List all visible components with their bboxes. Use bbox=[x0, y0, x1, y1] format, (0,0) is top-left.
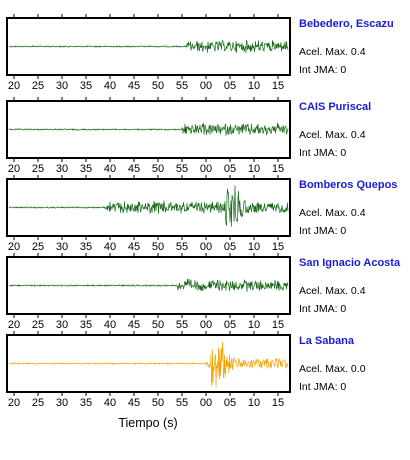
x-tick-label: 35 bbox=[80, 397, 92, 409]
x-tick-label: 10 bbox=[248, 80, 260, 92]
x-tick-label: 00 bbox=[200, 319, 212, 331]
jma-intensity: Int JMA: 0 bbox=[299, 303, 346, 315]
x-tick-label: 40 bbox=[104, 397, 116, 409]
x-tick-label: 00 bbox=[200, 80, 212, 92]
x-tick-label: 15 bbox=[272, 319, 284, 331]
peak-acceleration: Acel. Max. 0.4 bbox=[299, 285, 366, 297]
station-name: Bebedero, Escazu bbox=[299, 18, 394, 30]
x-tick-label: 50 bbox=[152, 80, 164, 92]
panel-frame bbox=[6, 17, 291, 76]
x-tick-label: 10 bbox=[248, 319, 260, 331]
waveform-trace bbox=[8, 122, 289, 136]
x-tick-label: 05 bbox=[224, 241, 236, 253]
x-tick-label: 30 bbox=[56, 397, 68, 409]
x-tick-label: 20 bbox=[8, 319, 20, 331]
x-tick-label: 35 bbox=[80, 241, 92, 253]
x-tick-label: 00 bbox=[200, 241, 212, 253]
x-tick-label: 30 bbox=[56, 241, 68, 253]
x-tick-label: 05 bbox=[224, 319, 236, 331]
seismogram-panel: 20 25 30 35 40 45 50 55 00 05 10 15 Bebedero, Escazu… bbox=[6, 14, 394, 92]
x-tick-label: 00 bbox=[200, 163, 212, 175]
x-tick-label: 20 bbox=[8, 80, 20, 92]
x-tick-label: 45 bbox=[128, 163, 140, 175]
x-tick-label: 15 bbox=[272, 397, 284, 409]
x-tick-label: 25 bbox=[32, 163, 44, 175]
x-tick-label: 50 bbox=[152, 319, 164, 331]
x-tick-label: 20 bbox=[8, 241, 20, 253]
station-name: CAIS Puriscal bbox=[299, 101, 371, 113]
x-tick-label: 45 bbox=[128, 319, 140, 331]
x-tick-label: 25 bbox=[32, 241, 44, 253]
x-tick-label: 15 bbox=[272, 163, 284, 175]
waveform-trace bbox=[8, 185, 289, 227]
station-name: Bomberos Quepos bbox=[299, 179, 397, 191]
peak-acceleration: Acel. Max. 0.0 bbox=[299, 363, 366, 375]
panel-frame bbox=[6, 100, 291, 159]
jma-intensity: Int JMA: 0 bbox=[299, 64, 346, 76]
x-tick-label: 25 bbox=[32, 80, 44, 92]
x-tick-label: 30 bbox=[56, 319, 68, 331]
panel-frame bbox=[6, 334, 291, 393]
x-tick-label: 40 bbox=[104, 80, 116, 92]
x-tick-label: 00 bbox=[200, 397, 212, 409]
x-tick-label: 40 bbox=[104, 163, 116, 175]
x-tick-label: 55 bbox=[176, 319, 188, 331]
jma-intensity: Int JMA: 0 bbox=[299, 225, 346, 237]
x-tick-label: 10 bbox=[248, 397, 260, 409]
jma-intensity: Int JMA: 0 bbox=[299, 381, 346, 393]
x-tick-label: 10 bbox=[248, 163, 260, 175]
station-name: La Sabana bbox=[299, 335, 355, 347]
seismogram-panel: 20 25 30 35 40 45 50 55 00 05 10 15 San Ignacio Acos… bbox=[6, 253, 401, 331]
x-tick-label: 05 bbox=[224, 397, 236, 409]
x-tick-label: 35 bbox=[80, 80, 92, 92]
x-tick-label: 45 bbox=[128, 80, 140, 92]
x-tick-label: 20 bbox=[8, 163, 20, 175]
waveform-trace bbox=[8, 39, 289, 54]
x-tick-label: 55 bbox=[176, 163, 188, 175]
x-tick-label: 35 bbox=[80, 163, 92, 175]
seismogram-panel: 20 25 30 35 40 45 50 55 00 05 10 15 CAIS Puriscal Ace… bbox=[6, 97, 371, 175]
seismogram-panel: 20 25 30 35 40 45 50 55 00 05 10 15 La Sabana Acel. M… bbox=[6, 331, 366, 409]
panel-frame bbox=[6, 256, 291, 315]
peak-acceleration: Acel. Max. 0.4 bbox=[299, 129, 366, 141]
x-tick-label: 50 bbox=[152, 397, 164, 409]
x-tick-label: 20 bbox=[8, 397, 20, 409]
x-tick-label: 30 bbox=[56, 163, 68, 175]
x-tick-label: 45 bbox=[128, 397, 140, 409]
x-tick-label: 10 bbox=[248, 241, 260, 253]
x-tick-label: 05 bbox=[224, 80, 236, 92]
x-tick-label: 05 bbox=[224, 163, 236, 175]
x-tick-label: 50 bbox=[152, 163, 164, 175]
x-tick-label: 45 bbox=[128, 241, 140, 253]
x-axis-title: Tiempo (s) bbox=[118, 416, 177, 430]
x-tick-label: 55 bbox=[176, 80, 188, 92]
panels-group: 20 25 30 35 40 45 50 55 00 05 10 15 Bebedero, Escazu… bbox=[6, 14, 401, 409]
seismogram-panel: 20 25 30 35 40 45 50 55 00 05 10 15 Bomberos Quepos A… bbox=[6, 175, 397, 253]
x-tick-label: 25 bbox=[32, 397, 44, 409]
x-tick-label: 50 bbox=[152, 241, 164, 253]
panel-frame bbox=[6, 178, 291, 237]
x-tick-label: 30 bbox=[56, 80, 68, 92]
x-tick-label: 55 bbox=[176, 397, 188, 409]
station-name: San Ignacio Acosta bbox=[299, 257, 401, 269]
waveform-trace bbox=[8, 278, 289, 292]
x-tick-label: 15 bbox=[272, 241, 284, 253]
x-tick-label: 55 bbox=[176, 241, 188, 253]
peak-acceleration: Acel. Max. 0.4 bbox=[299, 46, 366, 58]
x-tick-label: 40 bbox=[104, 241, 116, 253]
x-tick-label: 40 bbox=[104, 319, 116, 331]
x-tick-label: 25 bbox=[32, 319, 44, 331]
jma-intensity: Int JMA: 0 bbox=[299, 147, 346, 159]
waveform-trace bbox=[9, 341, 289, 388]
peak-acceleration: Acel. Max. 0.4 bbox=[299, 207, 366, 219]
x-tick-label: 15 bbox=[272, 80, 284, 92]
x-tick-label: 35 bbox=[80, 319, 92, 331]
